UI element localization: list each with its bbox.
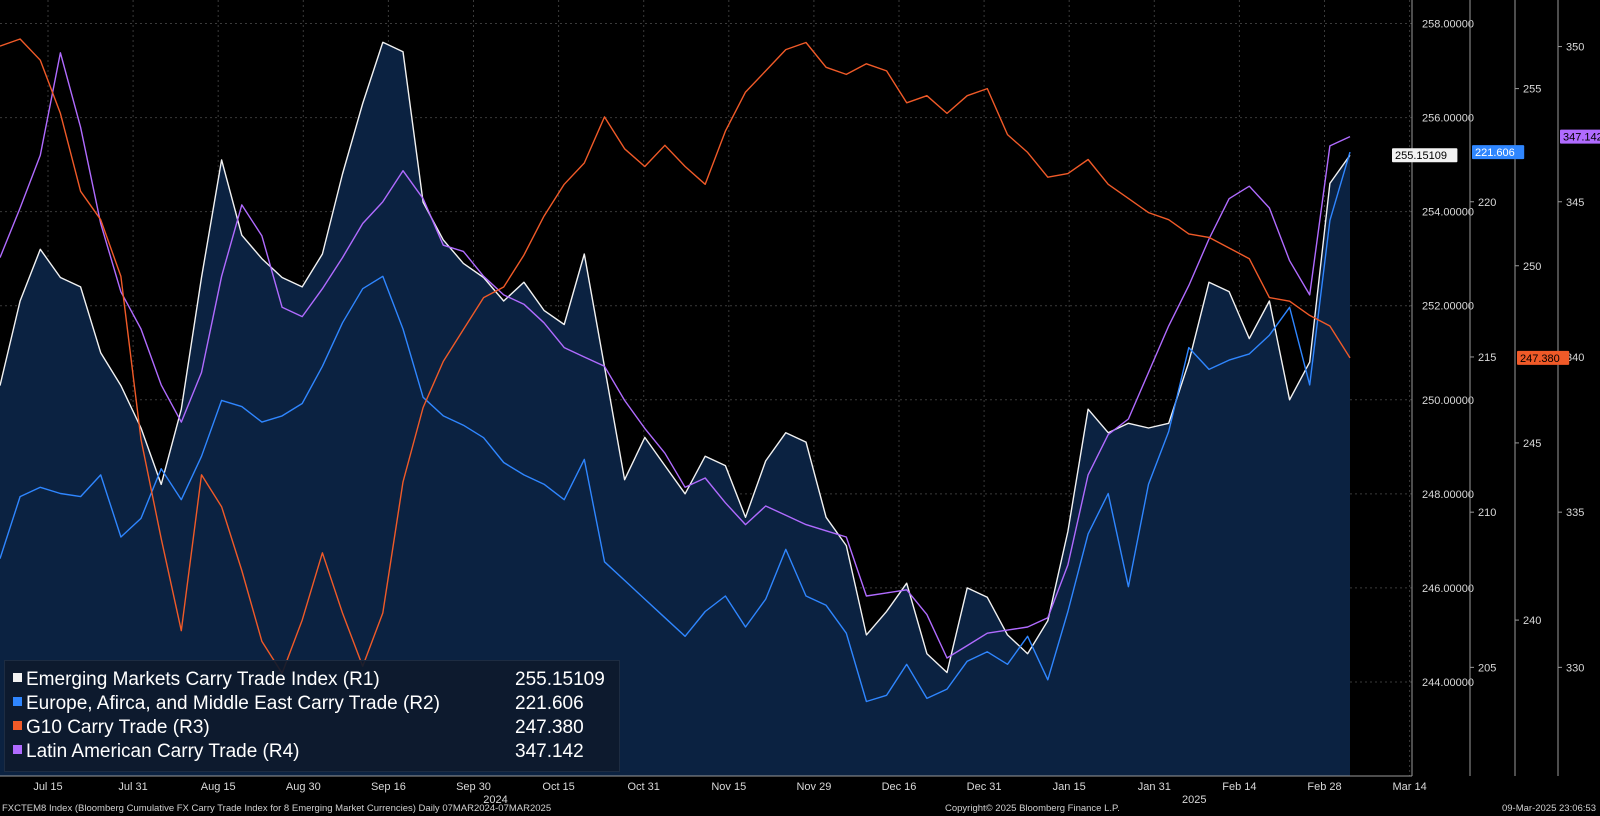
last-value-label-2: 247.380 xyxy=(1520,353,1560,365)
x-tick-label: Feb 14 xyxy=(1222,781,1256,793)
x-tick-label: Aug 30 xyxy=(286,781,321,793)
r1-tick-label: 248.00000 xyxy=(1422,489,1474,501)
r1-tick-label: 254.00000 xyxy=(1422,207,1474,219)
legend-value-em: 255.15109 xyxy=(515,669,605,690)
r4-tick-label: 335 xyxy=(1566,507,1584,519)
r4-tick-label: 345 xyxy=(1566,197,1584,209)
footer-copyright: Copyright© 2025 Bloomberg Finance L.P. xyxy=(945,803,1120,814)
legend-item-latam: Latin American Carry Trade (R4) 347.142 xyxy=(13,741,584,765)
x-tick-label: Jan 31 xyxy=(1138,781,1171,793)
legend-value-g10: 247.380 xyxy=(515,717,584,738)
legend: Emerging Markets Carry Trade Index (R1) … xyxy=(4,660,620,772)
r4-tick-label: 350 xyxy=(1566,42,1584,54)
series-line-2 xyxy=(0,38,1351,674)
legend-value-latam: 347.142 xyxy=(515,741,584,762)
legend-value-emea: 221.606 xyxy=(515,693,584,714)
r4-tick-label: 330 xyxy=(1566,662,1584,674)
r1-tick-label: 246.00000 xyxy=(1422,583,1474,595)
last-value-tag-3 xyxy=(1560,129,1600,144)
last-value-tag-2 xyxy=(1517,350,1570,365)
x-tick-label: Feb 28 xyxy=(1307,781,1341,793)
year-label: 2025 xyxy=(1182,794,1206,806)
x-tick-label: Nov 15 xyxy=(711,781,746,793)
series-line-3 xyxy=(0,52,1351,659)
legend-label-em: Emerging Markets Carry Trade Index (R1) xyxy=(26,669,380,690)
legend-label-latam: Latin American Carry Trade (R4) xyxy=(26,741,300,762)
r1-tick-label: 244.00000 xyxy=(1422,677,1474,689)
x-tick-label: Oct 31 xyxy=(627,781,659,793)
legend-item-g10: G10 Carry Trade (R3) 247.380 xyxy=(13,717,584,741)
x-tick-label: Dec 16 xyxy=(882,781,917,793)
r1-tick-label: 252.00000 xyxy=(1422,301,1474,313)
r3-tick-label: 240 xyxy=(1523,615,1541,627)
last-value-tag-1 xyxy=(1472,145,1525,160)
area-fill-em xyxy=(0,42,1350,777)
x-tick-label: Jul 31 xyxy=(118,781,147,793)
legend-item-em: Emerging Markets Carry Trade Index (R1) … xyxy=(13,669,605,693)
x-tick-label: Sep 16 xyxy=(371,781,406,793)
legend-swatch-em xyxy=(13,673,22,683)
x-tick-label: Mar 14 xyxy=(1392,781,1426,793)
year-label: 2024 xyxy=(483,794,507,806)
r2-tick-label: 215 xyxy=(1478,352,1496,364)
series-layer xyxy=(0,38,1351,777)
series-line-0 xyxy=(0,41,1351,674)
r1-tick-label: 256.00000 xyxy=(1422,113,1474,125)
legend-swatch-emea xyxy=(13,697,22,707)
x-tick-label: Sep 30 xyxy=(456,781,491,793)
r2-tick-label: 220 xyxy=(1478,197,1496,209)
legend-item-emea: Europe, Afirca, and Middle East Carry Tr… xyxy=(13,693,584,717)
legend-label-emea: Europe, Afirca, and Middle East Carry Tr… xyxy=(26,693,440,714)
x-tick-label: Aug 15 xyxy=(201,781,236,793)
r3-tick-label: 255 xyxy=(1523,84,1541,96)
r3-tick-label: 245 xyxy=(1523,438,1541,450)
x-tick-label: Nov 29 xyxy=(796,781,831,793)
last-value-label-0: 255.15109 xyxy=(1395,150,1447,162)
x-tick-label: Dec 31 xyxy=(967,781,1002,793)
x-tick-label: Jan 15 xyxy=(1053,781,1086,793)
footer-timestamp: 09-Mar-2025 23:06:53 xyxy=(1501,803,1596,814)
last-value-tag-0 xyxy=(1392,148,1458,163)
r1-tick-label: 250.00000 xyxy=(1422,395,1474,407)
footer-source: FXCTEM8 Index (Bloomberg Cumulative FX C… xyxy=(2,803,552,814)
series-line-1 xyxy=(0,151,1351,703)
last-value-label-3: 347.142 xyxy=(1563,132,1600,144)
r3-tick-label: 250 xyxy=(1523,261,1541,273)
r4-tick-label: 340 xyxy=(1566,352,1584,364)
r2-tick-label: 205 xyxy=(1478,662,1496,674)
legend-swatch-g10 xyxy=(13,721,22,731)
last-value-label-1: 221.606 xyxy=(1475,147,1515,159)
r2-tick-label: 210 xyxy=(1478,507,1496,519)
x-tick-label: Oct 15 xyxy=(542,781,574,793)
x-tick-label: Jul 15 xyxy=(33,781,62,793)
legend-swatch-latam xyxy=(13,745,22,755)
r1-tick-label: 258.00000 xyxy=(1422,19,1474,31)
legend-label-g10: G10 Carry Trade (R3) xyxy=(26,717,210,738)
